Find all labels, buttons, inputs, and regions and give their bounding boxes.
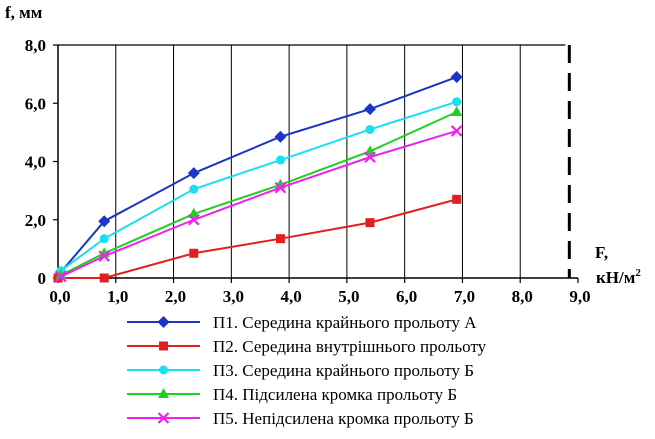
data-point <box>98 215 111 228</box>
x-axis-label-unit: кН/м <box>596 268 636 287</box>
data-point <box>275 155 285 165</box>
legend-marker <box>158 388 169 398</box>
data-point <box>55 269 67 280</box>
y-tick-label: 4,0 <box>25 153 46 172</box>
x-tick-label: 5,0 <box>338 287 359 306</box>
legend-label: П3. Середина крайнього прольоту Б <box>213 361 474 380</box>
data-point <box>450 71 463 84</box>
series-group <box>53 71 463 283</box>
data-point <box>99 234 109 244</box>
legend-item: П4. Підсилена кромка прольоту Б <box>127 385 457 404</box>
series-5 <box>55 125 463 283</box>
legend-item: П3. Середина крайнього прольоту Б <box>127 361 474 380</box>
series-line <box>60 76 458 273</box>
data-point <box>188 213 200 226</box>
data-point <box>452 97 462 107</box>
data-point <box>98 250 110 262</box>
x-axis-label-line2: кН/м2 <box>596 267 641 287</box>
data-point <box>451 105 463 116</box>
legend-item: П1. Середина крайнього прольоту А <box>127 313 477 332</box>
data-point <box>275 234 285 244</box>
series-line <box>60 100 457 272</box>
data-point <box>450 125 463 137</box>
x-tick-label: 4,0 <box>280 287 301 306</box>
data-point <box>452 194 462 204</box>
series-4 <box>55 105 463 280</box>
y-tick-label: 2,0 <box>25 211 46 230</box>
series-3 <box>56 97 462 276</box>
x-axis-label-superscript: 2 <box>635 267 641 279</box>
series-line <box>60 111 458 276</box>
data-point <box>274 130 287 143</box>
x-tick-label: 1,0 <box>107 287 128 306</box>
x-tick-label: 0,0 <box>49 287 70 306</box>
data-point <box>365 218 375 228</box>
data-point <box>365 124 375 134</box>
data-point <box>187 167 200 180</box>
legend-marker <box>159 365 168 375</box>
legend: П1. Середина крайнього прольоту А П2. Сер… <box>127 313 487 428</box>
series-line <box>60 129 457 278</box>
legend-marker <box>159 341 168 351</box>
series-line <box>58 198 457 279</box>
x-tick-label: 7,0 <box>454 287 475 306</box>
y-tick-label: 8,0 <box>25 36 46 55</box>
data-point <box>364 151 376 163</box>
x-tick-label: 2,0 <box>165 287 186 306</box>
tick-labels: 0,0 1,0 2,0 3,0 4,0 5,0 6,0 7,0 8,0 9,0 0 2,0 4,0 6,0… <box>25 36 591 306</box>
x-tick-label: 6,0 <box>396 287 417 306</box>
grid <box>115 45 521 278</box>
data-point <box>189 184 199 194</box>
y-tick-label: 0 <box>38 269 47 288</box>
x-tick-label: 3,0 <box>223 287 244 306</box>
data-point <box>188 207 200 218</box>
data-point <box>189 248 199 258</box>
x-tick-label: 8,0 <box>512 287 533 306</box>
x-axis-label-line1: F, <box>595 243 608 262</box>
data-point <box>55 270 67 283</box>
legend-item: П2. Середина внутрішнього прольоту <box>127 337 487 356</box>
legend-label: П1. Середина крайнього прольоту А <box>213 313 477 332</box>
legend-marker <box>157 412 170 424</box>
legend-marker <box>157 316 170 328</box>
data-point <box>274 181 287 194</box>
data-point <box>364 103 376 116</box>
y-axis-label: f, мм <box>5 3 43 22</box>
axes <box>53 44 579 283</box>
series-2 <box>53 194 462 283</box>
legend-label: П4. Підсилена кромка прольоту Б <box>213 385 457 404</box>
legend-label: П5. Непідсилена кромка прольоту Б <box>213 409 474 428</box>
x-tick-label: 9,0 <box>569 287 590 306</box>
legend-label: П2. Середина внутрішнього прольоту <box>213 337 487 356</box>
y-tick-label: 6,0 <box>25 94 46 113</box>
data-point <box>99 273 109 283</box>
data-point <box>364 145 376 156</box>
legend-item: П5. Непідсилена кромка прольоту Б <box>127 409 474 428</box>
